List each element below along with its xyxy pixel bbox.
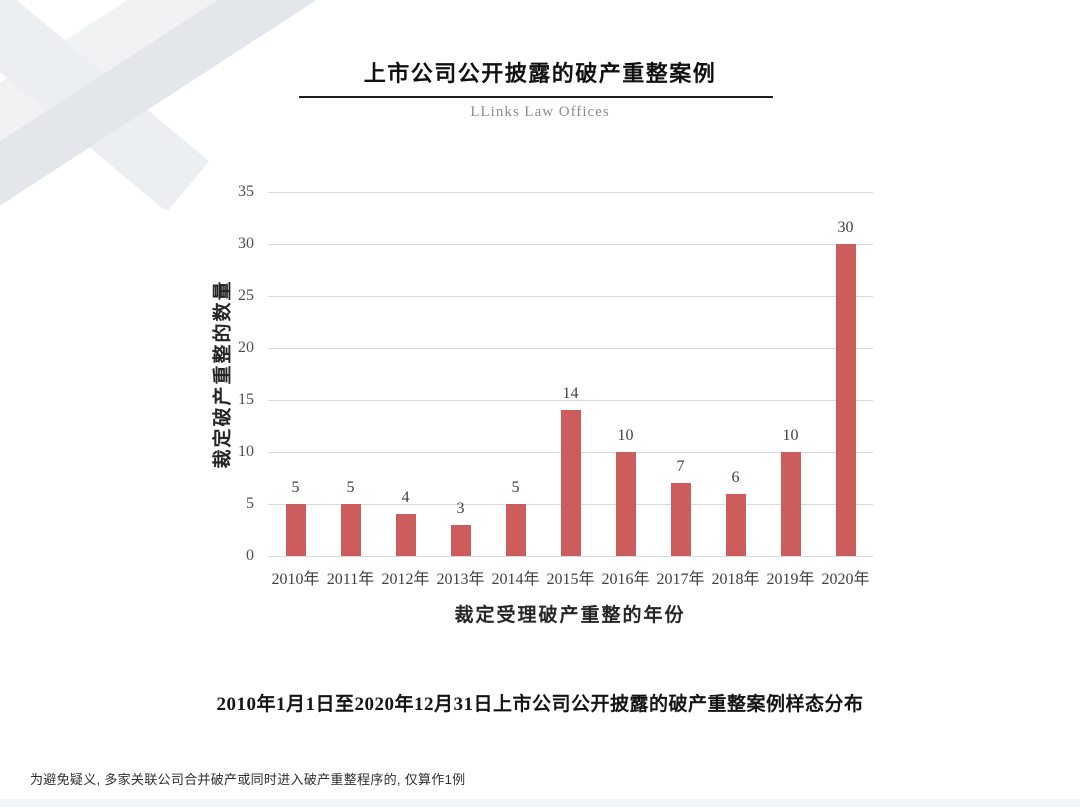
y-tick-label: 10 [238, 443, 254, 460]
brand-label: LLinks Law Offices [470, 104, 610, 120]
bar-value-label: 5 [346, 479, 355, 496]
x-ticks: 2010年 2011年 2012年 2013年 2014年 2015年 2016年 2017年… [268, 565, 873, 589]
bar-value-label: 10 [782, 427, 799, 444]
footnote: 为避免疑义, 多家关联公司合并破产或同时进入破产重整程序的, 仅算作1例 [30, 772, 466, 787]
bar-value-label: 5 [291, 479, 300, 496]
gridline [268, 296, 873, 297]
bar-2011年 [340, 504, 361, 556]
x-tick-label: 2017年 [656, 571, 705, 588]
chart-caption: 2010年1月1日至2020年12月31日上市公司公开披露的破产重整案例样态分布 [216, 694, 864, 715]
bar-2020年 [835, 244, 856, 556]
bar-2014年 [505, 504, 526, 556]
bar-value-label: 5 [511, 479, 520, 496]
bar-value-label: 14 [562, 385, 579, 403]
y-ticks: 0 5 10 15 20 25 30 35 [192, 183, 254, 564]
bar-value-label: 6 [731, 468, 740, 486]
x-axis-title: 裁定受理破产重整的年份 [454, 605, 686, 626]
bar-value-label: 10 [617, 427, 634, 444]
bar-value-label: 4 [401, 489, 410, 507]
gridline [268, 556, 873, 557]
bar-2019年 [780, 452, 801, 556]
x-tick-label: 2019年 [766, 571, 815, 588]
x-tick-label: 2014年 [491, 571, 540, 588]
corner-decoration [0, 0, 320, 210]
y-tick-label: 30 [238, 235, 254, 252]
title-underline [299, 96, 773, 98]
bar-2015年 [560, 410, 581, 556]
bar-2010年 [285, 504, 306, 556]
y-tick-label: 0 [246, 547, 254, 564]
x-tick-label: 2015年 [546, 571, 595, 588]
gridline [268, 348, 873, 349]
gridline [268, 192, 873, 193]
x-tick-label: 2010年 [271, 571, 320, 588]
bar-2013年 [450, 524, 471, 556]
page-title: 上市公司公开披露的破产重整案例 [363, 61, 717, 86]
plot-area: 5 5 4 3 5 14 10 7 6 10 30 [268, 192, 873, 557]
x-tick-label: 2013年 [436, 571, 485, 588]
bar-2017年 [670, 483, 691, 556]
x-tick-label: 2011年 [326, 571, 375, 588]
bar-2018年 [725, 493, 746, 556]
x-tick-label: 2020年 [821, 571, 870, 588]
bar-value-label: 3 [456, 499, 465, 517]
bar-2012年 [395, 514, 416, 556]
gridline [268, 244, 873, 245]
x-tick-label: 2012年 [381, 571, 430, 588]
bar-value-label: 30 [837, 219, 854, 236]
x-tick-label: 2018年 [711, 571, 760, 588]
y-tick-label: 15 [238, 391, 254, 408]
gridline [268, 400, 873, 401]
y-tick-label: 20 [238, 339, 254, 356]
y-tick-label: 35 [238, 183, 254, 200]
bar-value-label: 7 [676, 458, 685, 476]
y-tick-label: 25 [238, 287, 254, 304]
bottom-strip [0, 799, 1080, 807]
x-tick-label: 2016年 [601, 571, 650, 588]
y-tick-label: 5 [246, 495, 254, 512]
bar-2016年 [615, 452, 636, 556]
